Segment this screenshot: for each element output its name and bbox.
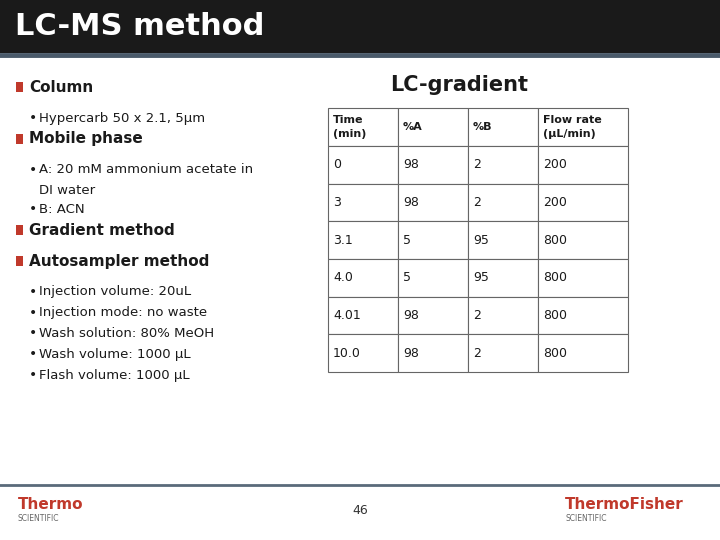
Text: 5: 5 bbox=[403, 234, 411, 247]
FancyBboxPatch shape bbox=[398, 184, 468, 221]
Text: Autosampler method: Autosampler method bbox=[29, 253, 210, 268]
Text: •: • bbox=[29, 347, 37, 361]
FancyBboxPatch shape bbox=[468, 221, 538, 259]
Text: 5: 5 bbox=[403, 272, 411, 285]
FancyBboxPatch shape bbox=[538, 108, 628, 146]
Text: Thermo: Thermo bbox=[18, 497, 84, 512]
FancyBboxPatch shape bbox=[328, 259, 398, 297]
FancyBboxPatch shape bbox=[468, 184, 538, 221]
Text: 98: 98 bbox=[403, 309, 419, 322]
Text: •: • bbox=[29, 306, 37, 320]
Text: Gradient method: Gradient method bbox=[29, 222, 175, 238]
FancyBboxPatch shape bbox=[538, 334, 628, 372]
Text: 3: 3 bbox=[333, 196, 341, 209]
Text: 2: 2 bbox=[473, 309, 481, 322]
Text: 200: 200 bbox=[543, 158, 567, 171]
FancyBboxPatch shape bbox=[538, 259, 628, 297]
FancyBboxPatch shape bbox=[16, 82, 23, 92]
Text: 4.0: 4.0 bbox=[333, 272, 353, 285]
FancyBboxPatch shape bbox=[398, 334, 468, 372]
Text: Hypercarb 50 x 2.1, 5μm: Hypercarb 50 x 2.1, 5μm bbox=[39, 112, 205, 125]
FancyBboxPatch shape bbox=[16, 225, 23, 235]
FancyBboxPatch shape bbox=[328, 184, 398, 221]
FancyBboxPatch shape bbox=[0, 0, 720, 53]
FancyBboxPatch shape bbox=[16, 134, 23, 144]
Text: B: ACN: B: ACN bbox=[39, 203, 85, 216]
Text: Injection volume: 20uL: Injection volume: 20uL bbox=[39, 285, 191, 298]
Text: Time
(min): Time (min) bbox=[333, 116, 366, 139]
Text: Flow rate
(μL/min): Flow rate (μL/min) bbox=[543, 116, 602, 139]
Text: LC-gradient: LC-gradient bbox=[390, 75, 528, 95]
Text: 3.1: 3.1 bbox=[333, 234, 353, 247]
Text: 2: 2 bbox=[473, 196, 481, 209]
Text: 46: 46 bbox=[352, 504, 368, 517]
FancyBboxPatch shape bbox=[398, 108, 468, 146]
Text: A: 20 mM ammonium acetate in: A: 20 mM ammonium acetate in bbox=[39, 163, 253, 176]
Text: •: • bbox=[29, 202, 37, 217]
Text: •: • bbox=[29, 368, 37, 382]
Text: •: • bbox=[29, 163, 37, 177]
FancyBboxPatch shape bbox=[468, 259, 538, 297]
Text: 98: 98 bbox=[403, 158, 419, 171]
FancyBboxPatch shape bbox=[398, 146, 468, 184]
Text: SCIENTIFIC: SCIENTIFIC bbox=[565, 514, 606, 523]
FancyBboxPatch shape bbox=[328, 146, 398, 184]
Text: Wash volume: 1000 μL: Wash volume: 1000 μL bbox=[39, 348, 191, 361]
Text: 95: 95 bbox=[473, 234, 489, 247]
FancyBboxPatch shape bbox=[538, 146, 628, 184]
Text: 800: 800 bbox=[543, 309, 567, 322]
FancyBboxPatch shape bbox=[468, 297, 538, 334]
FancyBboxPatch shape bbox=[538, 297, 628, 334]
Text: 98: 98 bbox=[403, 196, 419, 209]
Text: 0: 0 bbox=[333, 158, 341, 171]
FancyBboxPatch shape bbox=[468, 108, 538, 146]
Text: 800: 800 bbox=[543, 347, 567, 360]
Text: •: • bbox=[29, 327, 37, 341]
Text: %A: %A bbox=[403, 122, 423, 132]
Text: 95: 95 bbox=[473, 272, 489, 285]
Text: 2: 2 bbox=[473, 158, 481, 171]
Text: Mobile phase: Mobile phase bbox=[29, 131, 143, 146]
Text: •: • bbox=[29, 111, 37, 125]
Text: 4.01: 4.01 bbox=[333, 309, 361, 322]
Text: Injection mode: no waste: Injection mode: no waste bbox=[39, 306, 207, 319]
FancyBboxPatch shape bbox=[538, 221, 628, 259]
FancyBboxPatch shape bbox=[328, 297, 398, 334]
Text: LC-MS method: LC-MS method bbox=[15, 12, 264, 41]
Text: •: • bbox=[29, 285, 37, 299]
Text: 800: 800 bbox=[543, 234, 567, 247]
Text: %B: %B bbox=[473, 122, 492, 132]
FancyBboxPatch shape bbox=[16, 256, 23, 266]
FancyBboxPatch shape bbox=[538, 184, 628, 221]
Text: 800: 800 bbox=[543, 272, 567, 285]
Text: Column: Column bbox=[29, 80, 94, 94]
FancyBboxPatch shape bbox=[328, 221, 398, 259]
FancyBboxPatch shape bbox=[398, 259, 468, 297]
FancyBboxPatch shape bbox=[468, 146, 538, 184]
FancyBboxPatch shape bbox=[328, 334, 398, 372]
Text: Wash solution: 80% MeOH: Wash solution: 80% MeOH bbox=[39, 327, 214, 340]
Text: ThermoFisher: ThermoFisher bbox=[565, 497, 684, 512]
FancyBboxPatch shape bbox=[468, 334, 538, 372]
Text: 98: 98 bbox=[403, 347, 419, 360]
Text: 10.0: 10.0 bbox=[333, 347, 361, 360]
Text: Flash volume: 1000 μL: Flash volume: 1000 μL bbox=[39, 369, 189, 382]
FancyBboxPatch shape bbox=[328, 108, 398, 146]
FancyBboxPatch shape bbox=[398, 297, 468, 334]
FancyBboxPatch shape bbox=[398, 221, 468, 259]
Text: 200: 200 bbox=[543, 196, 567, 209]
Text: 2: 2 bbox=[473, 347, 481, 360]
Text: DI water: DI water bbox=[39, 184, 95, 197]
Text: SCIENTIFIC: SCIENTIFIC bbox=[18, 514, 60, 523]
